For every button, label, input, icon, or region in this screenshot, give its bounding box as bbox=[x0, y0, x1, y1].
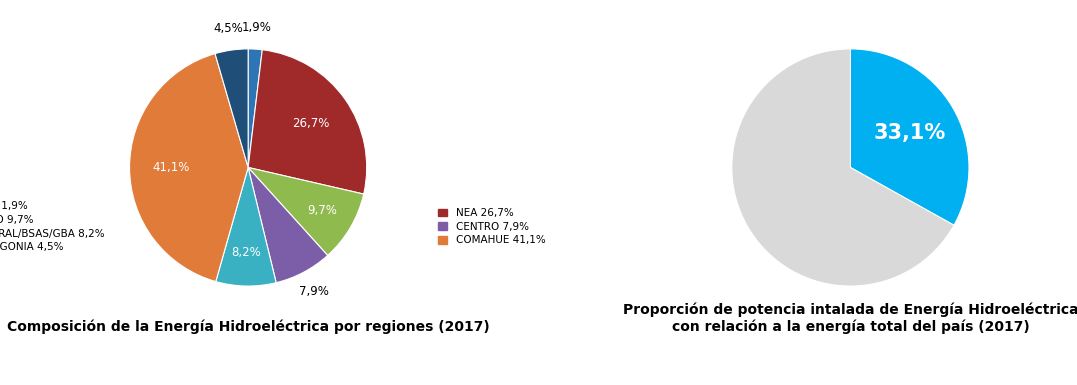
Text: 4,5%: 4,5% bbox=[213, 22, 243, 35]
Text: 9,7%: 9,7% bbox=[307, 204, 337, 217]
Wedge shape bbox=[248, 50, 366, 194]
Text: 33,1%: 33,1% bbox=[873, 123, 946, 143]
Wedge shape bbox=[215, 167, 276, 286]
Text: 8,2%: 8,2% bbox=[232, 246, 262, 259]
Text: 7,9%: 7,9% bbox=[298, 285, 328, 298]
Wedge shape bbox=[851, 49, 969, 225]
Title: Composición de la Energía Hidroeléctrica por regiones (2017): Composición de la Energía Hidroeléctrica… bbox=[6, 319, 490, 333]
Wedge shape bbox=[129, 54, 248, 281]
Wedge shape bbox=[215, 49, 248, 167]
Wedge shape bbox=[248, 49, 263, 167]
Wedge shape bbox=[732, 49, 954, 286]
Wedge shape bbox=[248, 167, 327, 283]
Text: 41,1%: 41,1% bbox=[152, 161, 190, 174]
Title: Proporción de potencia intalada de Energía Hidroeléctrica
con relación a la ener: Proporción de potencia intalada de Energ… bbox=[623, 302, 1077, 333]
Legend: NEA 26,7%, CENTRO 7,9%, COMAHUE 41,1%: NEA 26,7%, CENTRO 7,9%, COMAHUE 41,1% bbox=[438, 208, 545, 245]
Text: 1,9%: 1,9% bbox=[241, 21, 271, 34]
Wedge shape bbox=[248, 167, 364, 255]
Text: 26,7%: 26,7% bbox=[293, 117, 330, 130]
